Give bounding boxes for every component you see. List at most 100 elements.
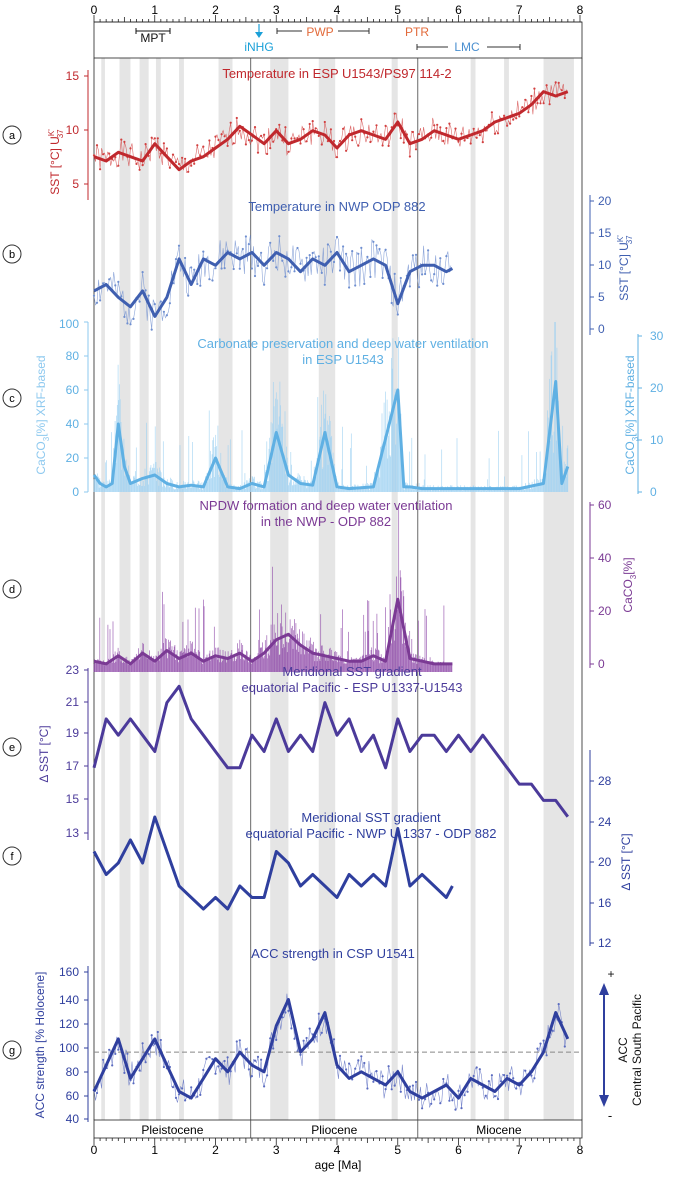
series-g-sample bbox=[202, 1068, 205, 1072]
series-a-sample bbox=[305, 140, 308, 143]
series-b-sample bbox=[393, 272, 396, 275]
series-g-sample bbox=[108, 1048, 111, 1051]
series-b-sample bbox=[256, 264, 260, 267]
series-b-sample bbox=[132, 317, 135, 320]
series-b-sample bbox=[284, 275, 287, 278]
series-a-sample bbox=[138, 168, 141, 171]
series-g-sample bbox=[524, 1069, 527, 1072]
series-b-sample bbox=[281, 259, 284, 262]
bottom-tick-8: 8 bbox=[577, 1143, 584, 1157]
series-b-sample bbox=[314, 256, 317, 259]
series-g-sample bbox=[263, 1085, 266, 1088]
axis-b-tick-10: 10 bbox=[598, 258, 612, 272]
axis-b-tick-20: 20 bbox=[598, 194, 612, 208]
series-g-sample bbox=[457, 1089, 460, 1092]
series-g-sample bbox=[487, 1080, 490, 1083]
series-d bbox=[93, 506, 453, 672]
series-b-sample bbox=[430, 279, 433, 282]
series-a-sample bbox=[99, 168, 102, 171]
series-b-sample bbox=[396, 313, 399, 316]
series-a-sample bbox=[521, 106, 524, 109]
series-b-sample bbox=[369, 275, 372, 278]
series-b-sample bbox=[372, 240, 375, 243]
series-g-sample bbox=[302, 1039, 305, 1042]
series-a-sample bbox=[457, 140, 460, 143]
series-g-sample bbox=[177, 1093, 181, 1096]
series-g-sample bbox=[551, 1029, 554, 1032]
series-g-sample bbox=[351, 1078, 354, 1081]
series-g-sample bbox=[272, 1047, 275, 1050]
series-g-sample bbox=[424, 1098, 427, 1101]
series-g-sample bbox=[393, 1084, 396, 1087]
series-b-sample bbox=[266, 267, 269, 270]
series-g-sample bbox=[244, 1048, 247, 1051]
series-a-sample bbox=[524, 98, 527, 101]
series-a-sample bbox=[190, 164, 193, 167]
axis-g-tick-100: 100 bbox=[59, 1041, 79, 1055]
series-b-sample bbox=[357, 252, 360, 255]
series-a-sample bbox=[193, 162, 196, 165]
series-g-sample bbox=[199, 1093, 202, 1096]
series-g-sample bbox=[433, 1098, 436, 1101]
series-g-sample bbox=[190, 1086, 193, 1089]
axis-a-tick-5: 5 bbox=[72, 177, 79, 191]
series-a-sample bbox=[539, 102, 542, 105]
series-g-sample bbox=[171, 1086, 175, 1089]
series-a-sample bbox=[509, 122, 512, 125]
series-b-sample bbox=[414, 253, 418, 256]
axis-a: 5 10 15 SST [°C] UK'37 bbox=[47, 69, 89, 200]
axis-c-tick-80: 80 bbox=[66, 349, 80, 363]
mpt-label: MPT bbox=[140, 31, 166, 45]
series-g-sample bbox=[250, 1075, 253, 1078]
series-g-sample bbox=[174, 1096, 178, 1099]
series-a-sample bbox=[299, 142, 302, 145]
series-a-sample bbox=[159, 152, 162, 155]
axis-c-tick-100: 100 bbox=[59, 317, 79, 331]
series-a-sample bbox=[554, 81, 557, 84]
top-tick-8: 8 bbox=[577, 3, 584, 17]
series-b-sample bbox=[345, 252, 348, 255]
axis-g-tick-80: 80 bbox=[66, 1065, 80, 1079]
series-g-sample bbox=[460, 1107, 463, 1110]
series-b-sample bbox=[153, 303, 156, 306]
series-a-sample bbox=[141, 164, 144, 167]
bottom-tick-5: 5 bbox=[394, 1143, 401, 1157]
series-a-sample bbox=[235, 116, 238, 120]
series-b-sample bbox=[317, 255, 320, 258]
svg-text:c: c bbox=[9, 393, 15, 405]
axis-f-tick-16: 16 bbox=[598, 896, 612, 910]
series-g-sample bbox=[530, 1074, 533, 1077]
panel-d-title-2: in the NWP - ODP 882 bbox=[261, 514, 391, 529]
series-a-sample bbox=[314, 127, 317, 130]
bottom-tick-7: 7 bbox=[516, 1143, 523, 1157]
series-b-sample bbox=[159, 300, 162, 303]
series-a-sample bbox=[317, 134, 320, 137]
series-g-sample bbox=[499, 1080, 503, 1083]
series-a-sample bbox=[454, 127, 457, 130]
series-a-sample bbox=[335, 156, 339, 159]
series-g-sample bbox=[287, 1009, 290, 1013]
series-a bbox=[92, 81, 569, 173]
series-b-sample bbox=[375, 244, 378, 247]
series-g-sample bbox=[111, 1064, 114, 1067]
series-b-sample bbox=[190, 266, 193, 269]
series-b-sample bbox=[196, 282, 199, 286]
pwp-label: PWP bbox=[306, 25, 333, 39]
shade-band-10 bbox=[504, 58, 509, 1120]
series-a-sample bbox=[184, 157, 187, 160]
series-a-sample bbox=[269, 147, 272, 150]
series-a-sample bbox=[433, 124, 436, 127]
panel-letter-d: d bbox=[2, 579, 22, 599]
shade-band-0 bbox=[101, 58, 105, 1120]
series-g-sample bbox=[512, 1077, 515, 1080]
series-a-sample bbox=[493, 132, 497, 135]
series-g-sample bbox=[478, 1068, 481, 1071]
series-a-sample bbox=[408, 155, 411, 158]
top-age-axis bbox=[93, 15, 582, 23]
axis-b-tick-5: 5 bbox=[598, 290, 605, 304]
series-a-sample bbox=[472, 127, 475, 130]
series-b-sample bbox=[335, 235, 339, 239]
series-b-sample bbox=[445, 255, 448, 258]
axis-g-tick-60: 60 bbox=[66, 1089, 80, 1103]
axis-a-label: SST [°C] UK'37 bbox=[47, 129, 65, 195]
